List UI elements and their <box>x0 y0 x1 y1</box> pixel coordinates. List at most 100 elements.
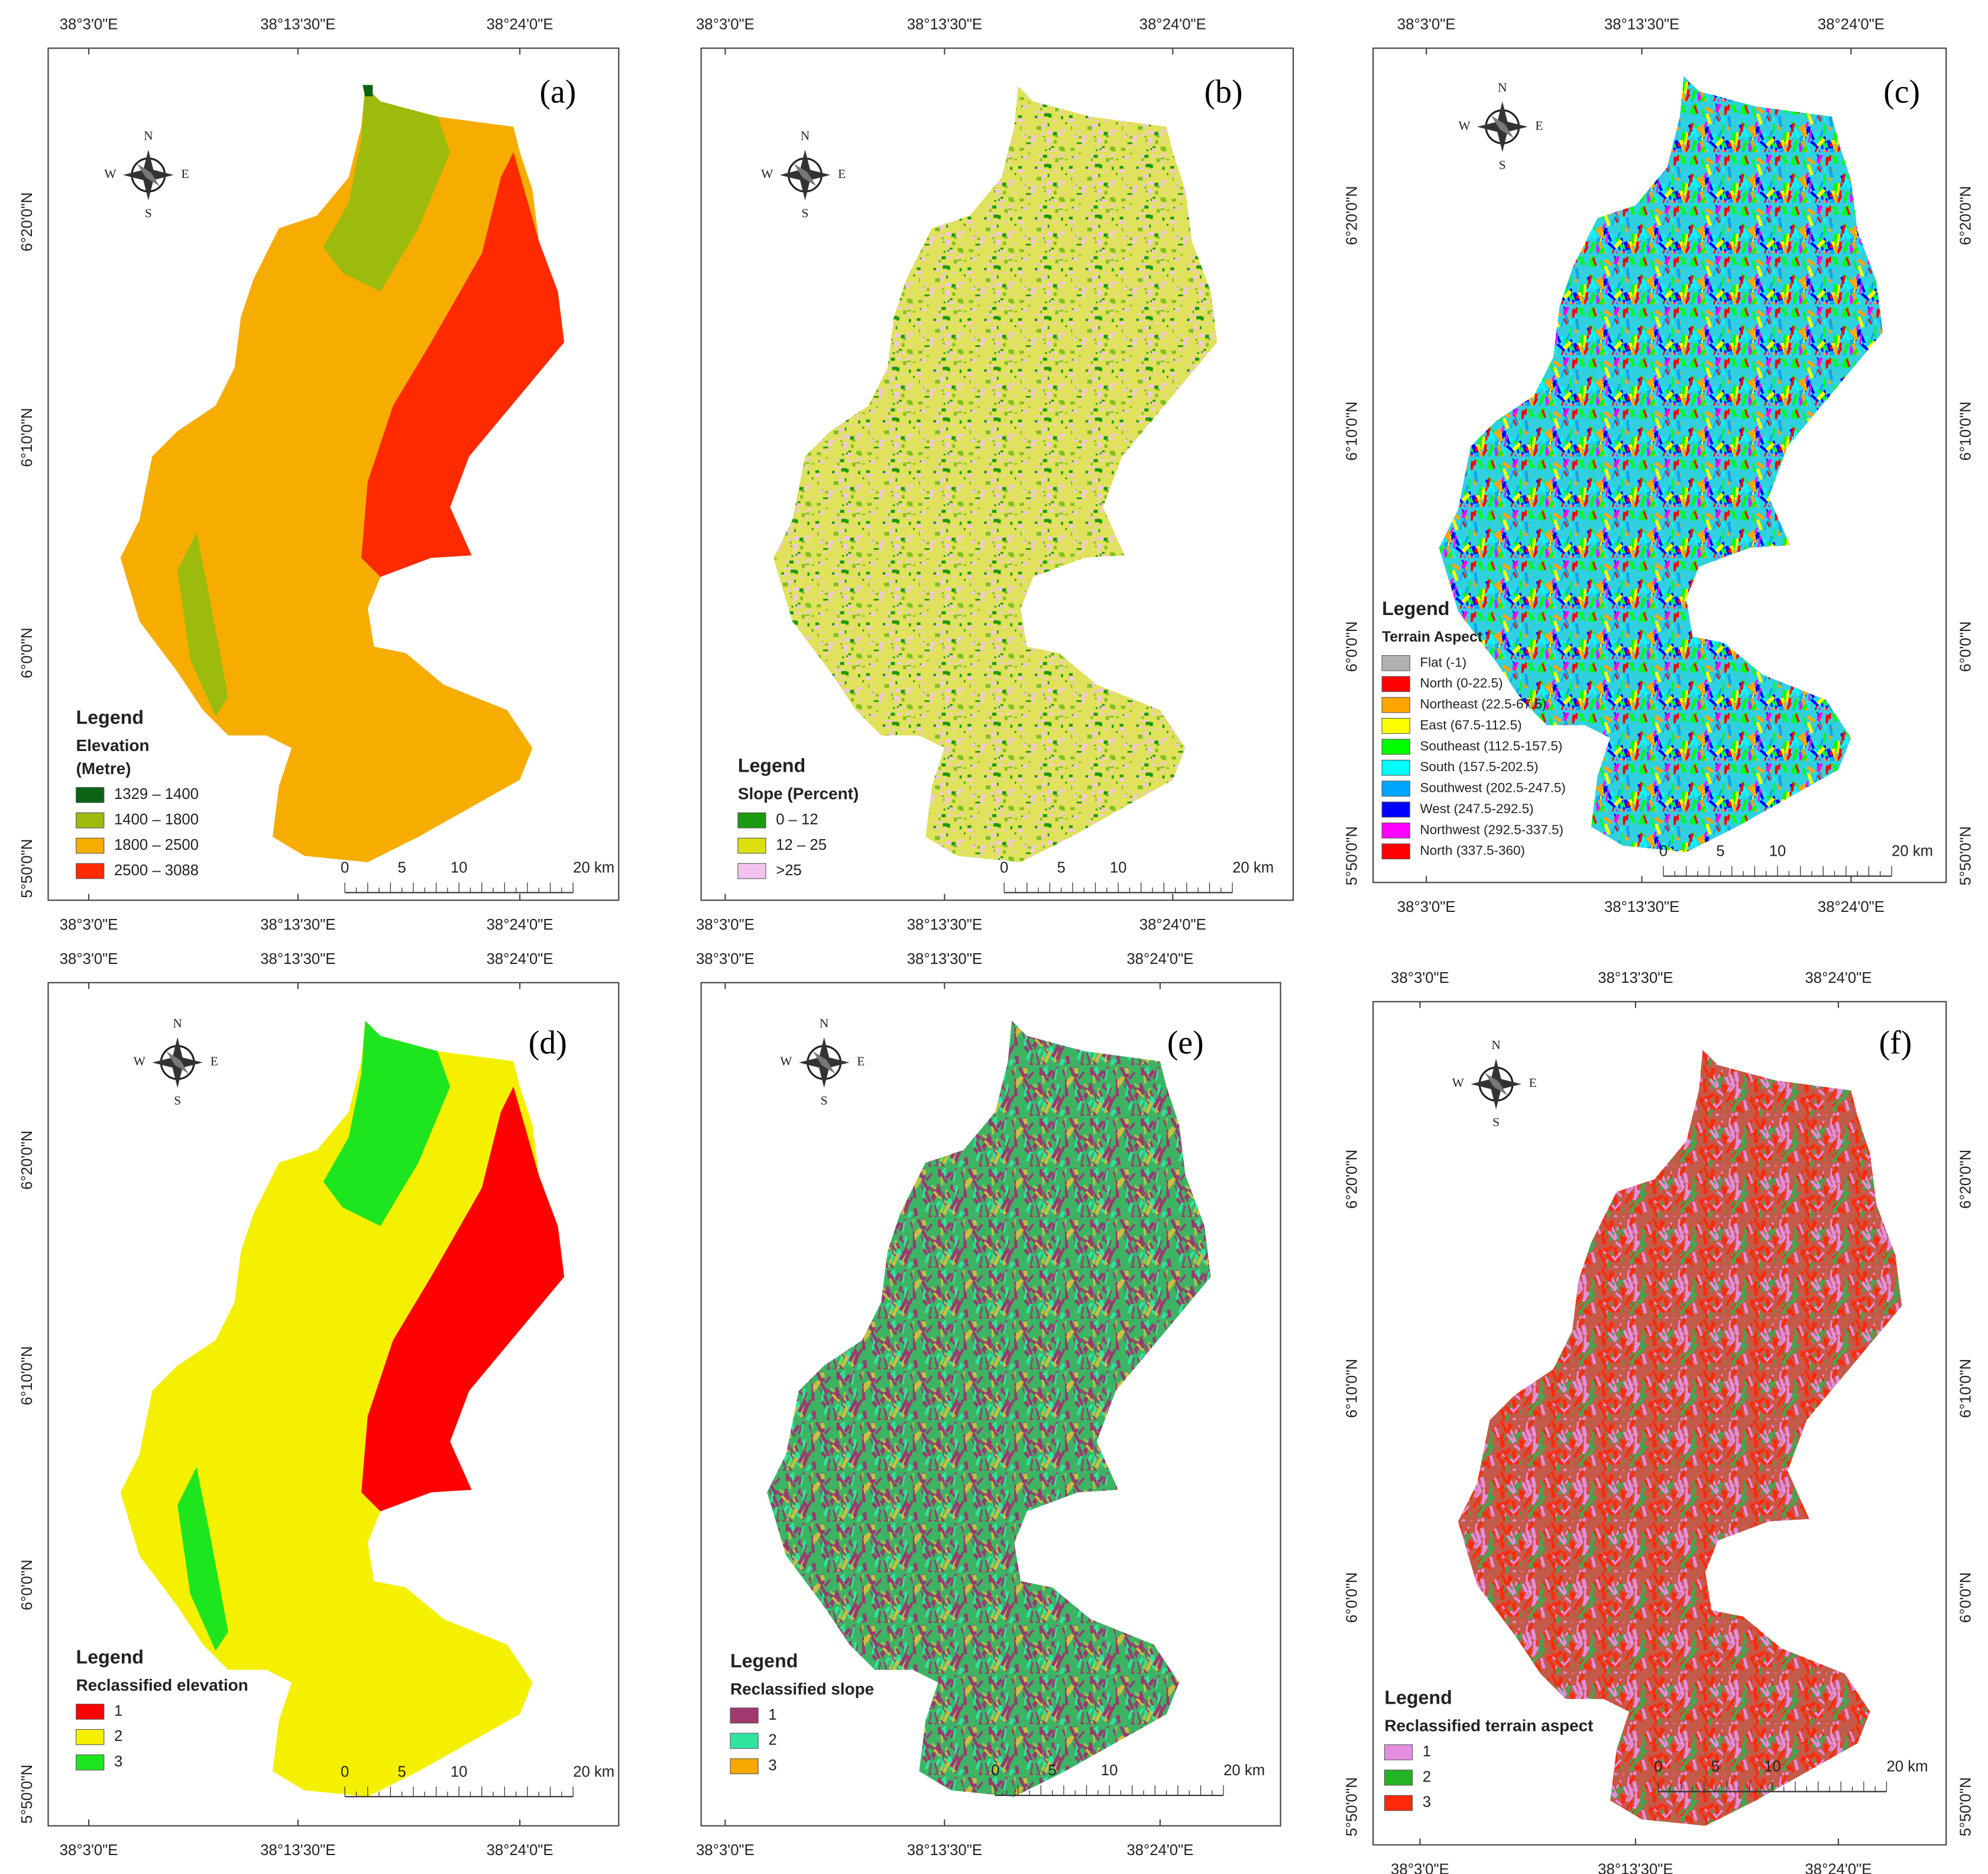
latitude-label: 5°50'0"N <box>19 1765 35 1824</box>
panel-label: (d) <box>529 1025 567 1061</box>
latitude-label: 6°0'0"N <box>1344 1572 1361 1623</box>
panel-label: (e) <box>1167 1025 1204 1061</box>
legend-label: 12 – 25 <box>776 837 827 853</box>
longitude-label: 38°3'0"E <box>60 17 118 33</box>
longitude-label: 38°24'0"E <box>1818 17 1885 33</box>
scale-label: 0 <box>341 860 349 876</box>
compass-letter: W <box>761 167 773 181</box>
latitude-label: 5°50'0"N <box>1957 1777 1974 1836</box>
legend-subtitle: Reclassified terrain aspect <box>1384 1717 1593 1735</box>
legend-swatch <box>1381 718 1410 734</box>
scale-label: 20 km <box>573 1763 614 1780</box>
map-frame <box>1372 1001 1947 1846</box>
scale-label: 10 <box>451 1763 468 1780</box>
compass-letter: N <box>1491 1038 1500 1052</box>
legend-swatch <box>1381 759 1410 776</box>
compass-letter: E <box>857 1054 865 1069</box>
legend-swatch <box>1381 739 1410 755</box>
compass-letter: W <box>780 1054 792 1069</box>
legend-swatch <box>1381 676 1410 692</box>
study-area <box>1458 1050 1902 1826</box>
legend-label: North (0-22.5) <box>1420 676 1503 691</box>
longitude-label: 38°24'0"E <box>487 951 553 967</box>
compass-letter: W <box>134 1054 146 1069</box>
longitude-label: 38°13'30"E <box>1598 1861 1673 1874</box>
longitude-label: 38°3'0"E <box>696 1842 755 1859</box>
study-area <box>767 1021 1211 1797</box>
legend-label: 3 <box>768 1758 776 1774</box>
legend-label: 3 <box>114 1753 122 1770</box>
compass-letter: N <box>144 128 153 143</box>
study-area <box>1439 76 1883 852</box>
latitude-label: 6°20'0"N <box>19 192 35 251</box>
legend-label: 1400 – 1800 <box>114 811 199 828</box>
scale-label: 5 <box>398 860 406 876</box>
compass-star <box>166 1051 189 1074</box>
longitude-label: 38°3'0"E <box>696 17 755 33</box>
scale-label: 10 <box>1110 860 1127 876</box>
legend-swatch <box>1381 843 1410 860</box>
compass-letter: W <box>104 167 116 181</box>
scale-label: 5 <box>1711 1759 1720 1775</box>
longitude-label: 38°13'30"E <box>260 1842 335 1859</box>
legend-subtitle: Reclassified slope <box>730 1679 874 1698</box>
legend-label: 1 <box>114 1703 122 1719</box>
longitude-label: 38°3'0"E <box>1397 17 1456 33</box>
map-frame <box>47 47 620 901</box>
legend-title: Legend <box>730 1650 798 1671</box>
legend-title: Legend <box>1384 1687 1452 1708</box>
compass-letter: W <box>1452 1076 1465 1090</box>
latitude-label: 6°0'0"N <box>19 1559 35 1610</box>
legend-label: Southwest (202.5-247.5) <box>1420 781 1565 795</box>
map-frame <box>700 47 1294 901</box>
map-panel: (f) 38°3'0"E 38°13'30"E 38°24'0"E 38°3'0"E 38… <box>1344 970 1974 1874</box>
scale-label: 0 <box>991 1762 999 1779</box>
legend-subtitle: Elevation <box>76 736 150 755</box>
legend-swatch <box>76 863 105 879</box>
compass-letter: N <box>801 128 810 143</box>
longitude-label: 38°13'30"E <box>907 1842 982 1859</box>
longitude-label: 38°13'30"E <box>260 951 335 967</box>
longitude-label: 38°24'0"E <box>1805 1861 1872 1874</box>
legend-label: Northwest (292.5-337.5) <box>1420 822 1563 837</box>
legend-subtitle: Reclassified elevation <box>76 1676 248 1694</box>
legend-swatch <box>76 837 105 854</box>
panel-label: (c) <box>1883 74 1920 111</box>
map-frame <box>1372 47 1947 883</box>
legend-label: South (157.5-202.5) <box>1420 759 1538 774</box>
compass-star <box>794 163 817 187</box>
latitude-label: 5°50'0"N <box>1957 826 1974 885</box>
latitude-label: 5°50'0"N <box>1344 826 1361 885</box>
study-area <box>120 86 565 862</box>
panel-label: (a) <box>539 74 576 111</box>
longitude-label: 38°3'0"E <box>60 917 118 933</box>
scale-label: 5 <box>1716 843 1724 860</box>
legend-title: Legend <box>1382 598 1449 619</box>
longitude-label: 38°24'0"E <box>487 17 553 33</box>
compass-letter: W <box>1458 118 1471 132</box>
study-area <box>773 86 1218 862</box>
longitude-label: 38°24'0"E <box>1139 917 1206 933</box>
longitude-label: 38°24'0"E <box>1805 970 1872 986</box>
longitude-label: 38°24'0"E <box>1126 951 1193 967</box>
longitude-label: 38°24'0"E <box>1818 899 1885 915</box>
high-zone <box>361 1086 565 1512</box>
compass-star <box>1491 115 1514 138</box>
compass-letter: S <box>174 1093 181 1108</box>
lowest-zone <box>362 85 373 96</box>
legend-label: 1 <box>768 1707 776 1723</box>
compass-letter: S <box>802 206 809 220</box>
legend-swatch <box>730 1758 759 1775</box>
longitude-label: 38°13'30"E <box>1604 899 1679 915</box>
legend-swatch <box>1381 781 1410 797</box>
legend-label: Southeast (112.5-157.5) <box>1420 739 1562 753</box>
longitude-label: 38°24'0"E <box>487 917 553 933</box>
scale-label: 5 <box>398 1763 406 1780</box>
compass-letter: E <box>182 167 189 181</box>
longitude-label: 38°24'0"E <box>1126 1842 1193 1859</box>
legend-label: 3 <box>1423 1794 1431 1811</box>
panel-label: (f) <box>1879 1025 1912 1061</box>
compass-letter: N <box>173 1016 182 1030</box>
legend-swatch <box>76 812 105 828</box>
